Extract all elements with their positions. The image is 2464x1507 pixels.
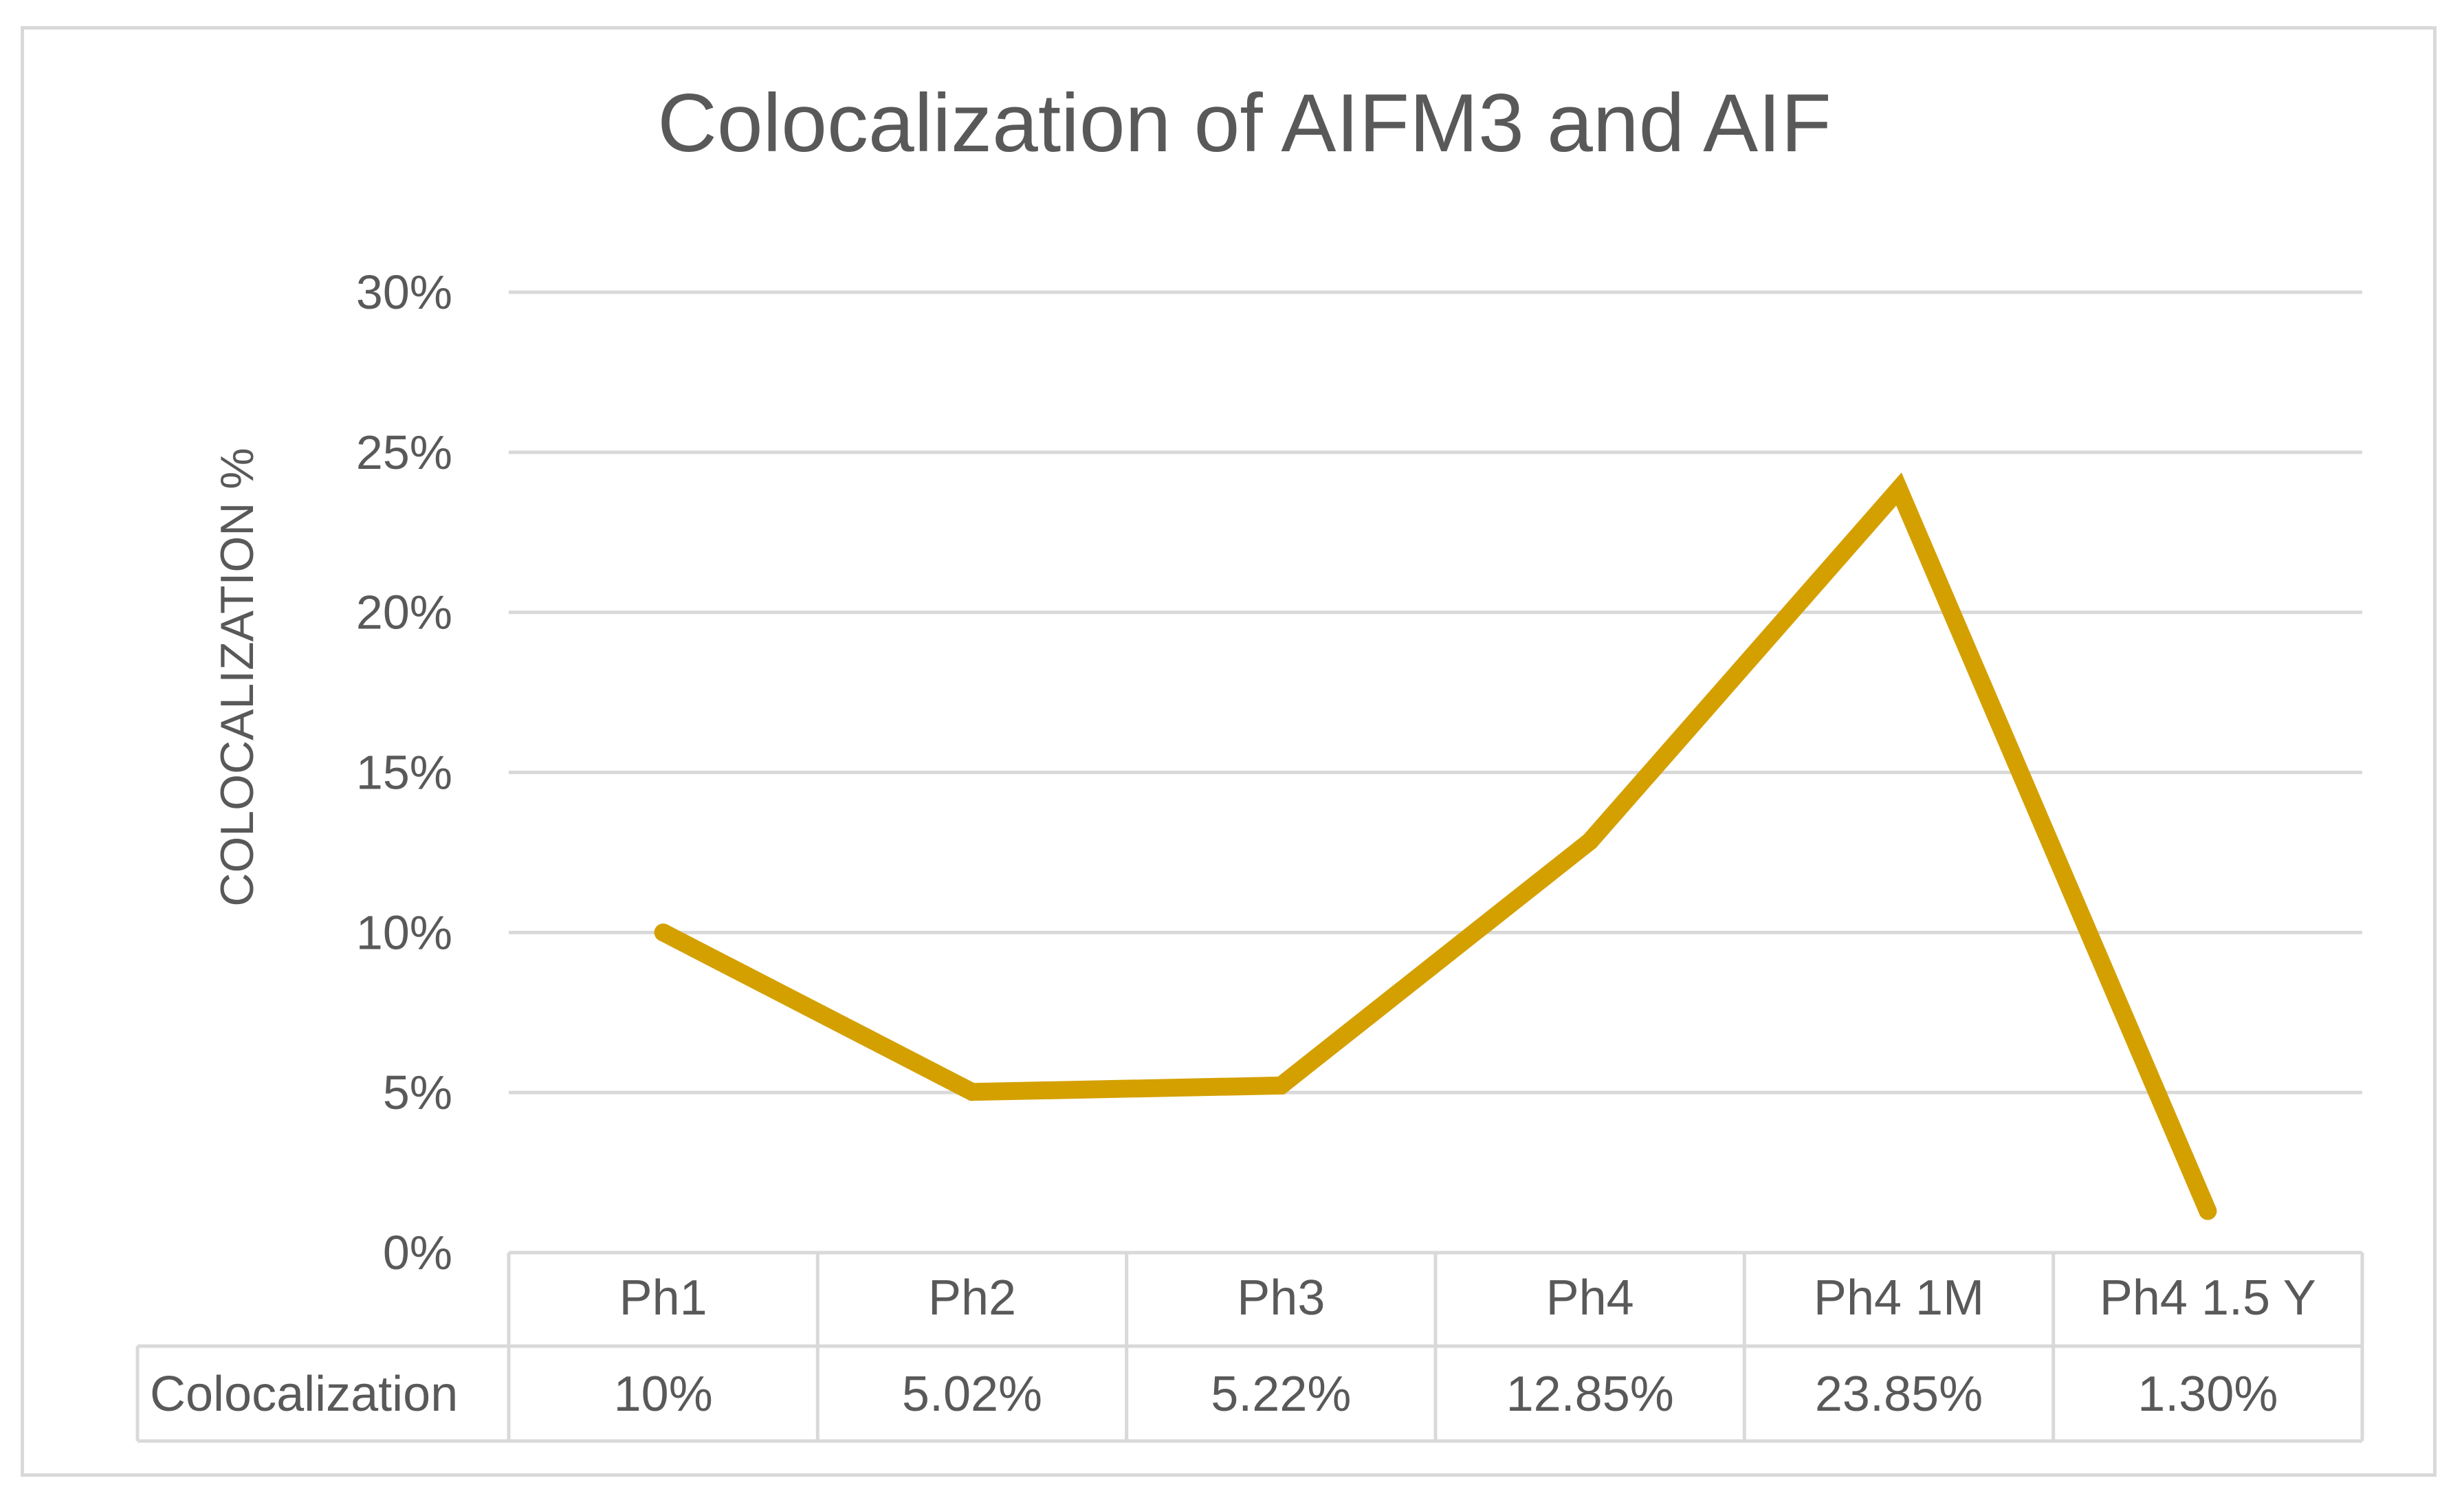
data-point — [1272, 1076, 1290, 1094]
y-tick-label: 20% — [356, 586, 452, 639]
y-tick-labels: 0% 5% 10% 15% 20% 25% 30% — [356, 265, 452, 1279]
x-category-label: Ph4 — [1546, 1270, 1634, 1326]
table-value-cell: 5.22% — [1211, 1367, 1351, 1422]
data-point — [2199, 1202, 2217, 1220]
table-value-cell: 5.02% — [902, 1367, 1042, 1422]
chart-title: Colocalization of AIFM3 and AIF — [657, 77, 1832, 169]
table-series-label: Colocalization — [150, 1367, 458, 1422]
x-category-label: Ph1 — [619, 1270, 707, 1326]
series-group — [654, 472, 2217, 1220]
y-tick-label: 30% — [356, 265, 452, 319]
y-axis-label: COLOCALIZATION % — [211, 448, 263, 907]
y-tick-label: 25% — [356, 426, 452, 479]
x-category-label: Ph4 1M — [1814, 1270, 1984, 1326]
y-tick-label: 5% — [383, 1066, 452, 1119]
x-category-label: Ph3 — [1237, 1270, 1325, 1326]
y-tick-label: 0% — [383, 1226, 452, 1279]
table-value-cell: 23.85% — [1815, 1367, 1983, 1422]
x-category-label: Ph4 1.5 Y — [2100, 1270, 2316, 1326]
table-value-cell: 10% — [614, 1367, 713, 1422]
y-tick-label: 10% — [356, 905, 452, 959]
data-point — [1581, 832, 1599, 850]
y-tick-label: 15% — [356, 746, 452, 800]
data-point — [654, 923, 672, 942]
table-value-cell: 1.30% — [2137, 1367, 2278, 1422]
data-table: Ph1 Ph2 Ph3 Ph4 Ph4 1M Ph4 1.5 Y Colocalizatio… — [135, 1251, 2364, 1443]
data-point — [963, 1083, 981, 1101]
x-category-label: Ph2 — [928, 1270, 1016, 1326]
series-line — [654, 472, 2217, 1220]
table-value-cell: 12.85% — [1506, 1367, 1674, 1422]
gridlines — [509, 290, 2362, 1094]
data-point — [1890, 480, 1908, 498]
chart-frame — [21, 26, 2436, 1477]
